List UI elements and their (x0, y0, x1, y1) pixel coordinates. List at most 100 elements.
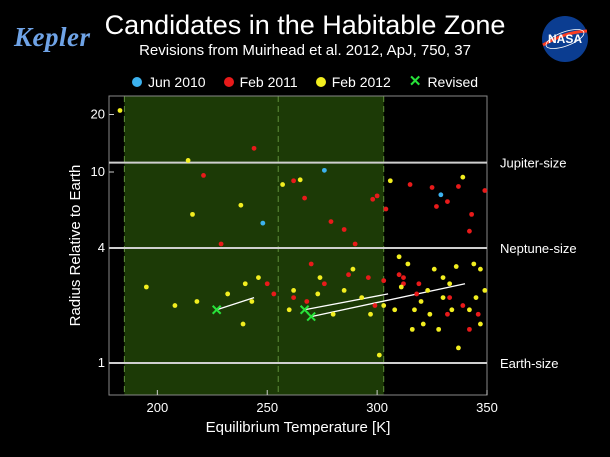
legend-label: Feb 2012 (331, 74, 391, 90)
revision-line (311, 283, 466, 318)
nasa-logo-text: NASA (548, 32, 582, 46)
data-point-feb-2012 (359, 295, 365, 301)
revised-point (306, 311, 316, 322)
data-point-feb-2012 (350, 266, 356, 272)
legend-label: Revised (427, 74, 479, 90)
data-point-feb-2011 (218, 241, 224, 247)
x-tick-label: 300 (366, 400, 388, 415)
nasa-logo-circle (542, 16, 588, 62)
revised-point (299, 305, 310, 315)
data-point-feb-2011 (321, 281, 327, 287)
data-point-feb-2012 (185, 158, 191, 163)
plot-frame (108, 95, 488, 396)
data-point-feb-2012 (471, 261, 477, 267)
data-point-feb-2012 (315, 291, 321, 297)
chart-title: Candidates in the Habitable Zone (104, 10, 506, 40)
y-tick-label: 1 (98, 355, 105, 370)
data-point-feb-2011 (407, 182, 413, 187)
reference-label: Earth-size (500, 356, 559, 371)
data-point-feb-2011 (291, 295, 297, 301)
legend-item-revised: ✕ Revised (409, 74, 478, 90)
data-point-feb-2012 (436, 326, 442, 332)
data-point-feb-2011 (467, 228, 472, 234)
data-point-jun-2010 (321, 167, 327, 173)
kepler-logo: Kepler (14, 22, 91, 52)
y-tick-label: 10 (91, 164, 105, 179)
data-point-feb-2011 (414, 291, 420, 297)
legend-marker (223, 77, 234, 87)
data-point-feb-2012 (440, 295, 446, 301)
nasa-logo: NASA (542, 16, 588, 62)
data-point-feb-2012 (225, 291, 231, 297)
data-point-feb-2012 (453, 264, 459, 269)
data-point-feb-2011 (416, 281, 422, 287)
data-point-feb-2012 (420, 321, 426, 327)
data-point-feb-2011 (372, 303, 378, 308)
data-point-feb-2012 (431, 266, 437, 272)
data-point-feb-2012 (482, 287, 488, 293)
x-tick-label: 350 (476, 400, 498, 415)
data-point-feb-2012 (240, 321, 246, 327)
nasa-logo-orbit (545, 29, 585, 49)
data-point-feb-2012 (396, 254, 402, 260)
data-point-feb-2012 (172, 303, 178, 308)
data-point-feb-2011 (469, 211, 475, 217)
legend-marker (131, 77, 142, 87)
data-point-feb-2012 (427, 311, 433, 317)
data-point-feb-2012 (280, 182, 286, 187)
data-point-feb-2012 (190, 211, 195, 217)
data-point-feb-2011 (383, 206, 389, 212)
data-point-feb-2011 (434, 204, 439, 209)
data-point-feb-2012 (317, 275, 323, 281)
data-point-feb-2011 (456, 184, 461, 189)
data-point-feb-2012 (143, 284, 149, 290)
data-point-feb-2012 (398, 284, 404, 290)
data-point-feb-2012 (460, 174, 466, 180)
data-point-feb-2012 (425, 287, 431, 293)
data-point-feb-2012 (473, 295, 479, 301)
data-point-feb-2011 (370, 196, 376, 202)
data-point-feb-2011 (346, 272, 351, 278)
reference-label: Neptune-size (500, 241, 577, 256)
data-point-feb-2011 (374, 193, 380, 199)
data-point-feb-2011 (271, 291, 277, 297)
data-point-feb-2012 (478, 266, 483, 272)
y-axis-label: Radius Relative to Earth (67, 165, 84, 327)
data-point-jun-2010 (438, 192, 444, 198)
data-point-feb-2011 (251, 145, 257, 151)
legend-item-jun-2010: Jun 2010 (131, 74, 206, 90)
data-point-feb-2011 (341, 227, 347, 232)
data-point-feb-2011 (201, 172, 206, 178)
revision-line (216, 296, 255, 311)
x-tick-label: 200 (146, 400, 168, 415)
data-point-feb-2012 (392, 307, 398, 313)
data-point-feb-2011 (328, 219, 334, 224)
data-point-feb-2012 (256, 275, 261, 281)
data-point-feb-2011 (445, 199, 450, 204)
data-point-feb-2011 (396, 272, 402, 278)
data-point-feb-2011 (302, 195, 307, 201)
data-point-feb-2011 (429, 185, 435, 190)
y-tick-label: 4 (98, 240, 105, 255)
x-axis-label: Equilibrium Temperature [K] (206, 419, 391, 436)
legend-item-feb-2012: Feb 2012 (315, 74, 391, 90)
data-point-feb-2011 (308, 261, 314, 267)
data-point-feb-2012 (249, 299, 255, 304)
revision-line (304, 293, 389, 311)
data-point-feb-2012 (412, 307, 417, 313)
legend-label: Jun 2010 (147, 74, 206, 90)
data-point-feb-2012 (467, 307, 472, 313)
data-point-feb-2011 (445, 311, 450, 317)
chart-subtitle: Revisions from Muirhead et al. 2012, ApJ… (139, 42, 471, 59)
data-point-feb-2012 (440, 275, 446, 281)
y-tick-label: 20 (91, 107, 105, 122)
data-point-feb-2012 (238, 202, 244, 208)
legend-marker (315, 77, 326, 87)
data-point-feb-2012 (449, 307, 455, 313)
data-point-feb-2011 (460, 303, 466, 308)
data-point-feb-2011 (381, 278, 387, 284)
legend-x-marker: ✕ (408, 73, 422, 90)
data-point-feb-2012 (409, 326, 415, 332)
data-point-feb-2012 (478, 321, 483, 327)
